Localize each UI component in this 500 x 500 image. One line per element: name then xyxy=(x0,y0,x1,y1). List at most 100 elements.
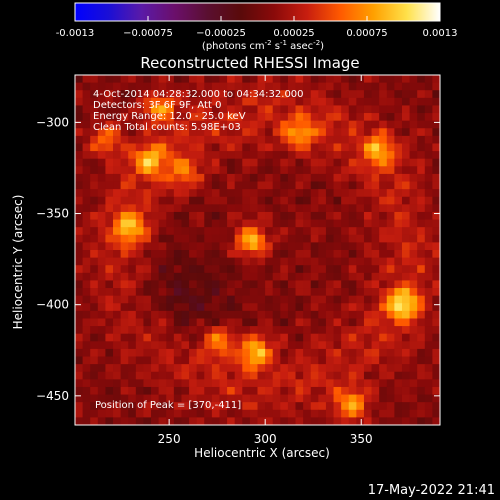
heatmap-pixel xyxy=(333,135,342,144)
heatmap-pixel xyxy=(135,371,144,380)
heatmap-pixel xyxy=(135,318,144,327)
heatmap-pixel xyxy=(97,227,106,236)
heatmap-pixel xyxy=(105,288,114,297)
heatmap-pixel xyxy=(181,151,190,160)
heatmap-pixel xyxy=(135,386,144,395)
heatmap-pixel xyxy=(356,75,365,84)
heatmap-pixel xyxy=(318,364,327,373)
heatmap-pixel xyxy=(280,75,289,84)
heatmap-pixel xyxy=(158,75,167,84)
heatmap-pixel xyxy=(341,417,350,426)
heatmap-pixel xyxy=(249,189,258,198)
heatmap-pixel xyxy=(280,386,289,395)
heatmap-pixel xyxy=(181,394,190,403)
heatmap-pixel xyxy=(204,348,213,357)
heatmap-pixel xyxy=(166,113,175,122)
heatmap-pixel xyxy=(303,173,312,182)
heatmap-pixel xyxy=(234,356,243,365)
heatmap-pixel xyxy=(287,257,296,266)
heatmap-pixel xyxy=(113,105,122,114)
heatmap-pixel xyxy=(234,318,243,327)
heatmap-pixel xyxy=(135,234,144,243)
heatmap-pixel xyxy=(120,227,129,236)
heatmap-pixel xyxy=(166,326,175,335)
heatmap-pixel xyxy=(105,143,114,152)
heatmap-pixel xyxy=(234,143,243,152)
heatmap-pixel xyxy=(151,257,160,266)
heatmap-pixel xyxy=(272,242,281,251)
heatmap-pixel xyxy=(341,310,350,319)
heatmap-pixel xyxy=(257,356,266,365)
heatmap-pixel xyxy=(356,234,365,243)
heatmap-pixel xyxy=(82,417,91,426)
heatmap-pixel xyxy=(417,135,426,144)
heatmap-pixel xyxy=(318,196,327,205)
heatmap-pixel xyxy=(82,204,91,213)
heatmap-pixel xyxy=(371,318,380,327)
heatmap-pixel xyxy=(204,409,213,418)
heatmap-pixel xyxy=(379,173,388,182)
heatmap-pixel xyxy=(356,173,365,182)
heatmap-pixel xyxy=(135,242,144,251)
heatmap-pixel xyxy=(97,288,106,297)
heatmap-pixel xyxy=(356,158,365,167)
heatmap-pixel xyxy=(432,158,441,167)
heatmap-pixel xyxy=(173,204,182,213)
heatmap-pixel xyxy=(417,166,426,175)
heatmap-pixel xyxy=(166,417,175,426)
heatmap-pixel xyxy=(158,97,167,106)
heatmap-pixel xyxy=(90,326,99,335)
heatmap-pixel xyxy=(424,371,433,380)
heatmap-pixel xyxy=(82,211,91,220)
heatmap-pixel xyxy=(189,204,198,213)
heatmap-pixel xyxy=(97,97,106,106)
heatmap-pixel xyxy=(143,295,152,304)
heatmap-pixel xyxy=(333,189,342,198)
heatmap-pixel xyxy=(401,265,410,274)
heatmap-pixel xyxy=(227,75,236,84)
heatmap-pixel xyxy=(325,120,334,129)
heatmap-pixel xyxy=(394,356,403,365)
heatmap-pixel xyxy=(196,196,205,205)
heatmap-pixel xyxy=(166,105,175,114)
heatmap-pixel xyxy=(318,189,327,198)
heatmap-pixel xyxy=(356,409,365,418)
heatmap-pixel xyxy=(242,113,251,122)
heatmap-pixel xyxy=(249,402,258,411)
heatmap-pixel xyxy=(249,151,258,160)
heatmap-pixel xyxy=(105,348,114,357)
heatmap-pixel xyxy=(303,82,312,91)
heatmap-pixel xyxy=(363,97,372,106)
heatmap-pixel xyxy=(287,219,296,228)
heatmap-pixel xyxy=(333,326,342,335)
heatmap-pixel xyxy=(394,128,403,137)
heatmap-pixel xyxy=(303,158,312,167)
heatmap-pixel xyxy=(135,105,144,114)
heatmap-pixel xyxy=(432,120,441,129)
heatmap-pixel xyxy=(401,364,410,373)
heatmap-pixel xyxy=(280,113,289,122)
heatmap-pixel xyxy=(272,371,281,380)
heatmap-pixel xyxy=(227,135,236,144)
heatmap-pixel xyxy=(424,364,433,373)
heatmap-pixel xyxy=(82,227,91,236)
heatmap-pixel xyxy=(371,75,380,84)
heatmap-pixel xyxy=(166,364,175,373)
heatmap-pixel xyxy=(394,310,403,319)
heatmap-pixel xyxy=(173,364,182,373)
heatmap-pixel xyxy=(158,151,167,160)
heatmap-pixel xyxy=(151,166,160,175)
heatmap-pixel xyxy=(386,234,395,243)
heatmap-pixel xyxy=(310,173,319,182)
heatmap-pixel xyxy=(348,394,357,403)
heatmap-pixel xyxy=(120,295,129,304)
heatmap-pixel xyxy=(227,166,236,175)
heatmap-pixel xyxy=(211,272,220,281)
heatmap-pixel xyxy=(135,356,144,365)
heatmap-pixel xyxy=(234,151,243,160)
heatmap-pixel xyxy=(363,417,372,426)
heatmap-pixel xyxy=(325,82,334,91)
heatmap-pixel xyxy=(128,402,137,411)
heatmap-pixel xyxy=(333,379,342,388)
heatmap-pixel xyxy=(181,356,190,365)
